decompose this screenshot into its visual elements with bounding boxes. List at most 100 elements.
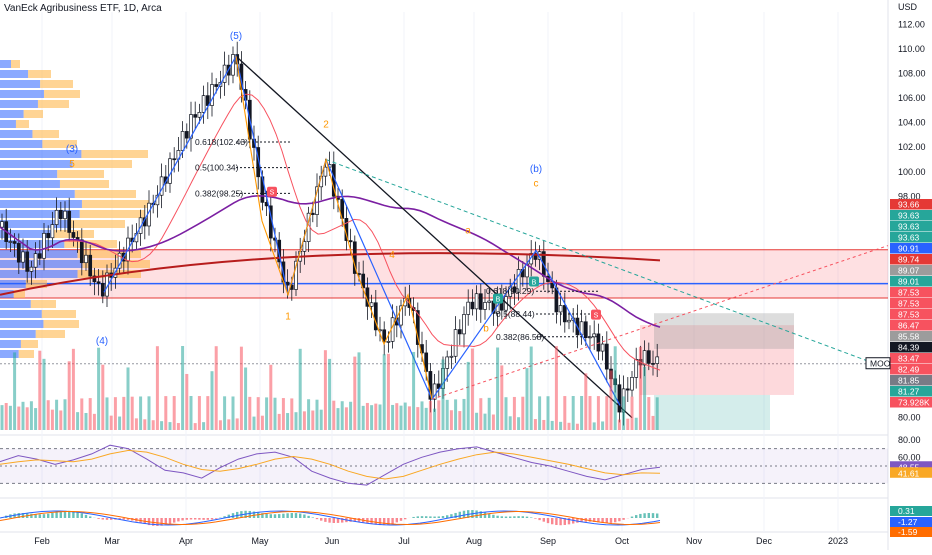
volume-profile-bar	[0, 70, 28, 78]
macd-histogram-bar	[286, 513, 288, 518]
macd-histogram-bar	[555, 518, 557, 525]
volume-bar	[551, 421, 554, 430]
volume-bar	[576, 424, 579, 430]
candle-body	[160, 177, 163, 195]
volume-bar	[26, 407, 29, 430]
macd-histogram-bar	[446, 515, 448, 518]
candle-body	[605, 344, 608, 369]
volume-bar	[379, 404, 382, 430]
volume-bar	[51, 410, 54, 430]
candle-body	[349, 241, 352, 242]
volume-bar	[85, 413, 88, 430]
price-tick: 108.00	[898, 68, 926, 78]
volume-bar	[211, 371, 214, 430]
volume-bar	[47, 400, 50, 430]
macd-histogram-bar	[291, 513, 293, 518]
volume-bar	[152, 420, 155, 430]
volume-profile-bar	[0, 120, 16, 128]
macd-histogram-bar	[530, 517, 532, 518]
volume-profile-bar	[75, 190, 136, 198]
volume-profile-bar	[38, 100, 69, 108]
candle-body	[173, 159, 176, 160]
candle-body	[59, 210, 62, 218]
volume-bar	[202, 422, 205, 430]
candle-body	[1, 222, 4, 228]
volume-bar	[542, 420, 545, 430]
macd-histogram-bar	[333, 518, 335, 523]
macd-histogram-bar	[303, 515, 305, 518]
candle-body	[30, 267, 33, 271]
volume-profile-bar	[36, 330, 65, 338]
macd-histogram-bar	[43, 514, 45, 518]
candle-body	[169, 159, 172, 184]
volume-bar	[446, 400, 449, 430]
price-tag-label: 84.39	[898, 343, 920, 353]
volume-bar	[274, 398, 277, 430]
volume-bar	[118, 417, 121, 430]
candle-body	[26, 252, 29, 272]
month-label: Dec	[756, 536, 773, 546]
macd-histogram-bar	[265, 514, 267, 518]
volume-bar	[580, 396, 583, 430]
volume-bar	[656, 397, 659, 430]
candle-body	[198, 112, 201, 117]
volume-bar	[467, 362, 470, 430]
volume-bar	[76, 412, 79, 430]
volume-bar	[563, 396, 566, 430]
macd-histogram-bar	[51, 513, 53, 518]
volume-bar	[639, 347, 642, 430]
volume-bar	[261, 416, 264, 430]
macd-histogram-bar	[173, 518, 175, 523]
volume-bar	[22, 402, 25, 430]
volume-profile-bar	[42, 310, 76, 318]
month-label: May	[251, 536, 269, 546]
candle-body	[286, 282, 289, 285]
volume-bar	[316, 400, 319, 430]
volume-bar	[555, 346, 558, 430]
fib-label-upper: 0.5(100.34)	[195, 163, 239, 173]
price-tag-label: 87.53	[898, 288, 920, 298]
candle-body	[635, 359, 638, 377]
macd-histogram-bar	[211, 518, 213, 519]
price-tag-label: 85.58	[898, 332, 920, 342]
macd-histogram-bar	[631, 517, 633, 518]
macd-histogram-bar	[396, 518, 398, 522]
month-label: Jul	[398, 536, 410, 546]
volume-bar	[488, 398, 491, 430]
volume-bar	[429, 401, 432, 430]
macd-histogram-bar	[102, 518, 104, 520]
month-label: 2023	[828, 536, 848, 546]
volume-bar	[17, 407, 20, 430]
volume-bar	[106, 397, 109, 430]
volume-profile-bar	[0, 280, 26, 288]
candle-body	[467, 302, 470, 314]
volume-bar	[421, 401, 424, 430]
volume-profile-bar	[0, 180, 60, 188]
candle-body	[89, 255, 92, 276]
volume-profile-bar	[60, 180, 109, 188]
volume-bar	[257, 397, 260, 430]
macd-histogram-bar	[438, 516, 440, 518]
candle-body	[303, 242, 306, 252]
candle-body	[211, 85, 214, 106]
macd-histogram-bar	[106, 518, 108, 520]
volume-profile-bar	[73, 160, 132, 168]
volume-bar	[320, 410, 323, 430]
rsi-tick: 80.00	[898, 435, 921, 445]
volume-profile-bar	[0, 270, 78, 278]
trade-zone-grey	[654, 313, 794, 349]
volume-bar	[89, 398, 92, 430]
rsi-tick: 60.00	[898, 452, 921, 462]
volume-profile-bar	[83, 260, 151, 268]
volume-bar	[568, 423, 571, 430]
volume-profile-bar	[0, 260, 83, 268]
volume-bar	[391, 405, 394, 430]
volume-bar	[572, 396, 575, 430]
volume-bar	[450, 410, 453, 430]
macd-histogram-bar	[442, 516, 444, 518]
volume-bar	[530, 347, 533, 430]
volume-bar	[332, 401, 335, 430]
volume-bar	[496, 348, 499, 430]
